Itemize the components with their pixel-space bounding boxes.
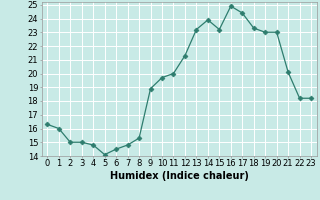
- X-axis label: Humidex (Indice chaleur): Humidex (Indice chaleur): [110, 171, 249, 181]
